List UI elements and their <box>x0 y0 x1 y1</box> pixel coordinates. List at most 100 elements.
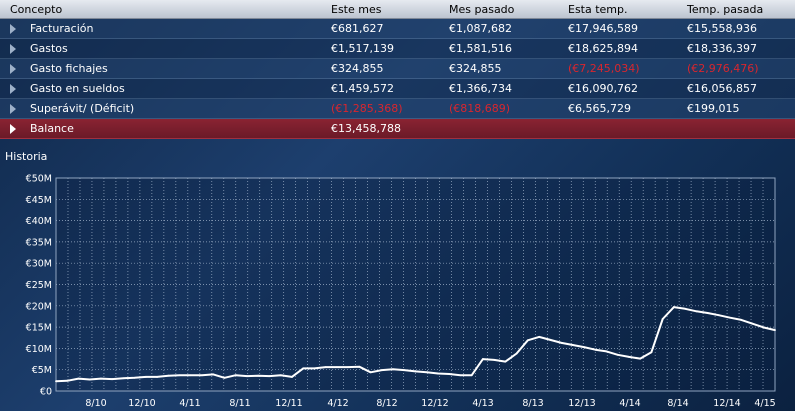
data-point <box>605 350 608 353</box>
data-point <box>504 360 507 363</box>
data-point <box>257 374 260 377</box>
y-tick-label: €35M <box>26 237 52 248</box>
data-point <box>246 375 248 377</box>
data-point <box>55 380 57 383</box>
data-point <box>291 376 293 378</box>
header-temp-pasada[interactable]: Temp. pasada <box>687 3 764 16</box>
data-point <box>493 359 496 361</box>
data-point <box>628 356 630 358</box>
expand-arrow-icon[interactable] <box>10 64 16 74</box>
data-point <box>437 372 439 375</box>
data-point <box>459 374 462 377</box>
data-point <box>425 371 428 374</box>
series-points <box>55 306 776 383</box>
data-point <box>672 306 675 308</box>
expand-arrow-icon[interactable] <box>10 104 16 114</box>
data-point <box>414 370 417 373</box>
data-point <box>133 376 136 379</box>
data-point <box>762 326 765 329</box>
expand-arrow-icon[interactable] <box>10 44 16 54</box>
y-tick-label: €45M <box>26 195 52 206</box>
x-tick-label: 4/14 <box>619 398 640 409</box>
table-row-gasto-sueldos[interactable]: Gasto en sueldos €1,459,572 €1,366,734 €… <box>0 79 795 99</box>
data-point <box>212 373 215 376</box>
x-tick-label: 8/14 <box>667 398 688 409</box>
y-tick-label: €20M <box>26 301 52 312</box>
y-tick-label: €5M <box>32 365 52 376</box>
data-point <box>729 316 731 319</box>
header-este-mes[interactable]: Este mes <box>331 3 382 16</box>
data-point <box>167 374 170 377</box>
y-tick-label: €25M <box>26 280 52 291</box>
header-mes-pasado[interactable]: Mes pasado <box>449 3 515 16</box>
row-label: Gasto fichajes <box>30 62 108 75</box>
x-axis-ticks: 8/10 12/10 4/11 8/11 12/11 4/12 8/12 12/12 4/13 8… <box>85 398 775 409</box>
data-point <box>111 378 114 380</box>
data-point <box>560 341 563 344</box>
value-mes-pasado: €1,366,734 <box>449 82 512 95</box>
data-point <box>313 367 316 370</box>
data-point <box>684 307 687 310</box>
data-point <box>650 351 653 354</box>
row-label: Balance <box>30 122 74 135</box>
x-tick-label: 8/12 <box>376 398 397 409</box>
data-point <box>751 322 754 325</box>
data-point <box>77 377 80 380</box>
data-point <box>144 376 147 378</box>
table-row-superavit[interactable]: Superávit/ (Déficit) (€1,285,368) (€818,… <box>0 99 795 119</box>
data-point <box>189 374 192 377</box>
value-esta-temp: €17,946,589 <box>568 22 638 35</box>
value-mes-pasado: (€818,689) <box>449 102 511 115</box>
x-tick-label: 12/13 <box>568 398 595 409</box>
table-row-gastos[interactable]: Gastos €1,517,139 €1,581,516 €18,625,894… <box>0 39 795 59</box>
x-tick-label: 4/15 <box>754 398 775 409</box>
data-point <box>706 312 709 314</box>
row-label: Facturación <box>30 22 94 35</box>
data-point <box>66 379 69 382</box>
data-point <box>178 374 181 377</box>
header-esta-temp[interactable]: Esta temp. <box>568 3 628 16</box>
value-temp-pasada: €18,336,397 <box>687 42 757 55</box>
value-este-mes: €324,855 <box>331 62 384 75</box>
data-point <box>470 374 473 377</box>
plot-area <box>55 177 776 392</box>
data-point <box>774 329 776 331</box>
x-tick-label: 12/11 <box>275 398 302 409</box>
data-point <box>302 367 305 370</box>
data-point <box>369 371 372 374</box>
table-row-gasto-fichajes[interactable]: Gasto fichajes €324,855 €324,855 (€7,245… <box>0 59 795 79</box>
expand-arrow-icon[interactable] <box>10 84 16 94</box>
data-point <box>695 310 698 313</box>
history-chart: €0 €5M €10M €15M €20M €25M €30M €35M €40M €45M €50… <box>26 174 776 409</box>
data-point <box>392 368 394 371</box>
data-point <box>234 374 237 377</box>
data-point <box>268 375 271 377</box>
data-point <box>717 314 720 317</box>
x-tick-label: 4/13 <box>472 398 493 409</box>
y-tick-label: €10M <box>26 344 52 355</box>
value-este-mes: €681,627 <box>331 22 384 35</box>
y-tick-label: €40M <box>26 216 52 227</box>
x-tick-label: 8/13 <box>522 398 543 409</box>
value-mes-pasado: €1,087,682 <box>449 22 512 35</box>
table-row-balance[interactable]: Balance €13,458,788 <box>0 119 795 139</box>
y-tick-label: €50M <box>26 174 52 185</box>
x-tick-label: 12/14 <box>713 398 740 409</box>
value-temp-pasada: €16,056,857 <box>687 82 757 95</box>
data-point <box>538 335 540 338</box>
x-tick-label: 12/12 <box>421 398 448 409</box>
data-point <box>571 344 574 346</box>
data-point <box>616 353 619 356</box>
value-mes-pasado: €1,581,516 <box>449 42 512 55</box>
table-row-facturacion[interactable]: Facturación €681,627 €1,087,682 €17,946,… <box>0 19 795 39</box>
x-tick-label: 12/10 <box>128 398 155 409</box>
header-concepto[interactable]: Concepto <box>10 3 63 16</box>
expand-arrow-icon[interactable] <box>10 24 16 34</box>
value-esta-temp: €18,625,894 <box>568 42 638 55</box>
x-tick-label: 4/11 <box>179 398 200 409</box>
data-point <box>482 358 484 360</box>
y-tick-label: €15M <box>26 323 52 334</box>
data-point <box>380 369 383 372</box>
value-este-mes: €1,459,572 <box>331 82 394 95</box>
expand-arrow-icon[interactable] <box>10 124 16 134</box>
